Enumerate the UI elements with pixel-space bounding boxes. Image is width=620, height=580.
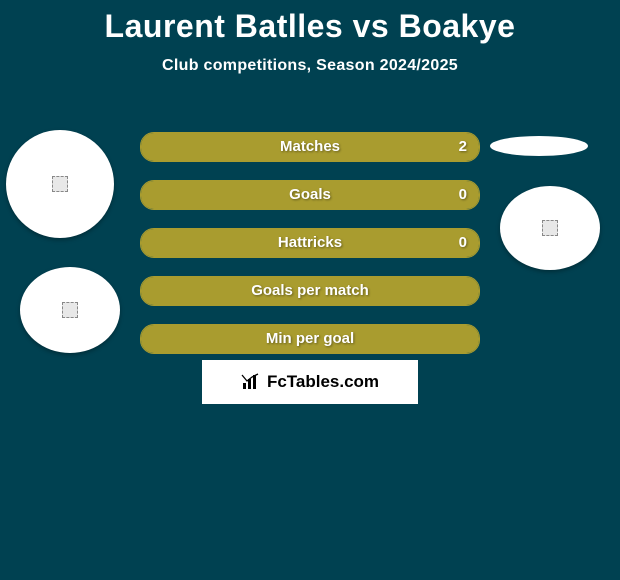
stat-label: Matches bbox=[141, 133, 479, 161]
stat-value: 0 bbox=[459, 181, 467, 209]
stat-label: Min per goal bbox=[141, 325, 479, 353]
stat-row: Goals per match bbox=[140, 276, 480, 306]
stat-label: Goals per match bbox=[141, 277, 479, 305]
stat-value: 0 bbox=[459, 229, 467, 257]
stat-row: Min per goal bbox=[140, 324, 480, 354]
fctables-logo: FcTables.com bbox=[202, 360, 418, 404]
page-subtitle: Club competitions, Season 2024/2025 bbox=[0, 57, 620, 75]
team-left-badge bbox=[20, 267, 120, 353]
stat-row: Matches 2 bbox=[140, 132, 480, 162]
missing-image-icon bbox=[52, 176, 68, 192]
player-right-photo bbox=[490, 136, 588, 156]
stat-label: Hattricks bbox=[141, 229, 479, 257]
stat-row: Hattricks 0 bbox=[140, 228, 480, 258]
page-title: Laurent Batlles vs Boakye bbox=[0, 8, 620, 45]
stats-list: Matches 2 Goals 0 Hattricks 0 Goals per … bbox=[140, 132, 480, 372]
missing-image-icon bbox=[542, 220, 558, 236]
missing-image-icon bbox=[62, 302, 78, 318]
player-left-photo bbox=[6, 130, 114, 238]
team-right-badge bbox=[500, 186, 600, 270]
stat-row: Goals 0 bbox=[140, 180, 480, 210]
logo-text: FcTables.com bbox=[267, 372, 379, 392]
stat-label: Goals bbox=[141, 181, 479, 209]
bar-chart-icon bbox=[241, 373, 263, 391]
stat-value: 2 bbox=[459, 133, 467, 161]
